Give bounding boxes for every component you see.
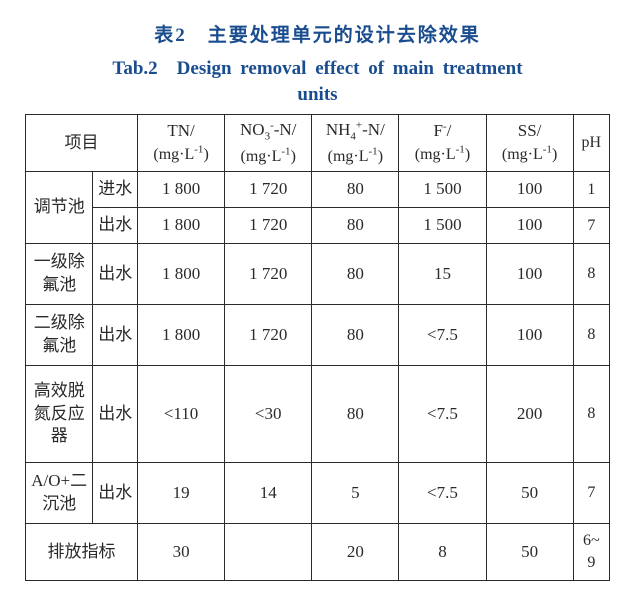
cell: 8 <box>399 524 486 581</box>
cell: 7 <box>573 208 609 244</box>
col-header-tn-top: TN/ <box>167 121 194 140</box>
cell: 1 720 <box>225 208 312 244</box>
col-header-project: 项目 <box>26 115 138 172</box>
cell: 50 <box>486 524 573 581</box>
col-header-f-unit: (mg·L-1) <box>415 146 470 163</box>
col-header-tn: TN/ (mg·L-1) <box>138 115 225 172</box>
col-header-ss-top: SS/ <box>518 121 542 140</box>
unit-name: A/O+二沉池 <box>26 463 93 524</box>
io-label: 出水 <box>93 366 138 463</box>
col-header-no3n-top: NO3--N/ <box>240 120 296 139</box>
cell <box>225 524 312 581</box>
cell: 80 <box>312 244 399 305</box>
io-label: 出水 <box>93 305 138 366</box>
table-caption-cn: 表2 主要处理单元的设计去除效果 <box>20 20 615 47</box>
table-row: 二级除氟池 出水 1 800 1 720 80 <7.5 100 8 <box>26 305 610 366</box>
col-header-no3n-unit: (mg·L-1) <box>241 148 296 165</box>
col-header-tn-unit: (mg·L-1) <box>153 146 208 163</box>
cell: 100 <box>486 244 573 305</box>
cell: 7 <box>573 463 609 524</box>
treatment-table: 项目 TN/ (mg·L-1) NO3--N/ (mg·L-1) NH4+-N/… <box>25 114 610 581</box>
cell: <30 <box>225 366 312 463</box>
table-header-row: 项目 TN/ (mg·L-1) NO3--N/ (mg·L-1) NH4+-N/… <box>26 115 610 172</box>
cell: 19 <box>138 463 225 524</box>
col-header-f: F-/ (mg·L-1) <box>399 115 486 172</box>
cell: 6~9 <box>573 524 609 581</box>
cell: 1 800 <box>138 244 225 305</box>
cell: 1 800 <box>138 172 225 208</box>
col-header-nh4n-top: NH4+-N/ <box>326 120 385 139</box>
cell: 1 720 <box>225 244 312 305</box>
cell: 14 <box>225 463 312 524</box>
cell: 1 720 <box>225 305 312 366</box>
col-header-nh4n: NH4+-N/ (mg·L-1) <box>312 115 399 172</box>
unit-name: 二级除氟池 <box>26 305 93 366</box>
cell: 20 <box>312 524 399 581</box>
cell: 30 <box>138 524 225 581</box>
cell: 1 <box>573 172 609 208</box>
col-header-f-top: F-/ <box>434 121 452 140</box>
table-row: 排放指标 30 20 8 50 6~9 <box>26 524 610 581</box>
io-label: 进水 <box>93 172 138 208</box>
col-header-ss-unit: (mg·L-1) <box>502 146 557 163</box>
io-label: 出水 <box>93 208 138 244</box>
cell: 1 800 <box>138 305 225 366</box>
cell: 100 <box>486 208 573 244</box>
table-row: 调节池 进水 1 800 1 720 80 1 500 100 1 <box>26 172 610 208</box>
cell: 8 <box>573 366 609 463</box>
cell: 5 <box>312 463 399 524</box>
unit-name: 调节池 <box>26 172 93 244</box>
table-row: 一级除氟池 出水 1 800 1 720 80 15 100 8 <box>26 244 610 305</box>
cell: 1 720 <box>225 172 312 208</box>
table-caption-en-line1: Tab.2 Design removal effect of main trea… <box>20 53 615 80</box>
cell: 80 <box>312 305 399 366</box>
cell: 8 <box>573 244 609 305</box>
io-label: 出水 <box>93 244 138 305</box>
cell: 1 500 <box>399 208 486 244</box>
col-header-nh4n-unit: (mg·L-1) <box>328 148 383 165</box>
cell: 80 <box>312 208 399 244</box>
cell: 8 <box>573 305 609 366</box>
table-row: 高效脱氮反应器 出水 <110 <30 80 <7.5 200 8 <box>26 366 610 463</box>
table-row: 出水 1 800 1 720 80 1 500 100 7 <box>26 208 610 244</box>
unit-name: 高效脱氮反应器 <box>26 366 93 463</box>
table-row: A/O+二沉池 出水 19 14 5 <7.5 50 7 <box>26 463 610 524</box>
col-header-no3n: NO3--N/ (mg·L-1) <box>225 115 312 172</box>
col-header-ph: pH <box>573 115 609 172</box>
cell: <7.5 <box>399 366 486 463</box>
cell: 100 <box>486 172 573 208</box>
cell: 15 <box>399 244 486 305</box>
cell: <7.5 <box>399 463 486 524</box>
unit-name: 排放指标 <box>26 524 138 581</box>
cell: <7.5 <box>399 305 486 366</box>
cell: 100 <box>486 305 573 366</box>
cell: 80 <box>312 366 399 463</box>
cell: 80 <box>312 172 399 208</box>
table-caption-en-line2: units <box>20 84 615 106</box>
cell: 50 <box>486 463 573 524</box>
col-header-ss: SS/ (mg·L-1) <box>486 115 573 172</box>
cell: 200 <box>486 366 573 463</box>
cell: 1 800 <box>138 208 225 244</box>
cell: 1 500 <box>399 172 486 208</box>
cell: <110 <box>138 366 225 463</box>
unit-name: 一级除氟池 <box>26 244 93 305</box>
io-label: 出水 <box>93 463 138 524</box>
